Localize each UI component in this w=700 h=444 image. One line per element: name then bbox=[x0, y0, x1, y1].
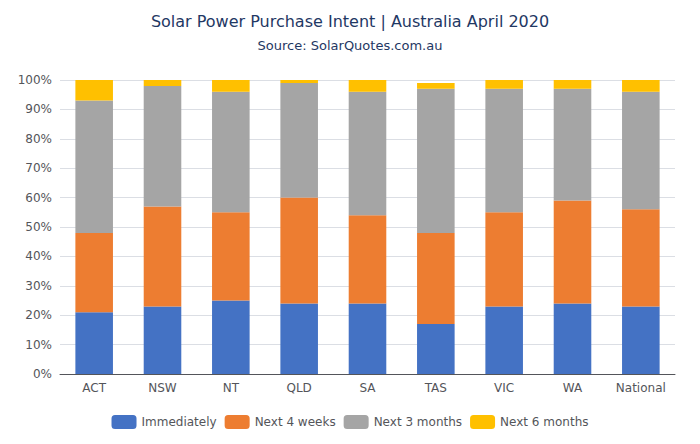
svg-text:20%: 20% bbox=[25, 308, 52, 322]
svg-text:100%: 100% bbox=[18, 73, 52, 87]
svg-text:50%: 50% bbox=[25, 220, 52, 234]
svg-text:90%: 90% bbox=[25, 102, 52, 116]
svg-text:NT: NT bbox=[223, 381, 240, 395]
svg-text:40%: 40% bbox=[25, 249, 52, 263]
svg-text:0%: 0% bbox=[33, 367, 52, 381]
svg-text:QLD: QLD bbox=[286, 381, 311, 395]
svg-text:Next 3 months: Next 3 months bbox=[374, 415, 462, 429]
svg-text:SA: SA bbox=[359, 381, 376, 395]
svg-text:VIC: VIC bbox=[494, 381, 514, 395]
svg-text:NSW: NSW bbox=[148, 381, 177, 395]
svg-text:30%: 30% bbox=[25, 279, 52, 293]
svg-text:Next 6 months: Next 6 months bbox=[500, 415, 588, 429]
svg-text:70%: 70% bbox=[25, 161, 52, 175]
svg-text:Immediately: Immediately bbox=[142, 415, 217, 429]
svg-text:Solar Power Purchase Intent |: Solar Power Purchase Intent | Australia … bbox=[151, 12, 549, 31]
svg-text:60%: 60% bbox=[25, 191, 52, 205]
svg-text:ACT: ACT bbox=[82, 381, 106, 395]
svg-text:80%: 80% bbox=[25, 132, 52, 146]
svg-text:Next 4 weeks: Next 4 weeks bbox=[255, 415, 336, 429]
svg-text:TAS: TAS bbox=[424, 381, 447, 395]
svg-text:Source: SolarQuotes.com.au: Source: SolarQuotes.com.au bbox=[258, 38, 443, 53]
svg-text:National: National bbox=[616, 381, 666, 395]
svg-text:WA: WA bbox=[563, 381, 583, 395]
svg-text:10%: 10% bbox=[25, 338, 52, 352]
